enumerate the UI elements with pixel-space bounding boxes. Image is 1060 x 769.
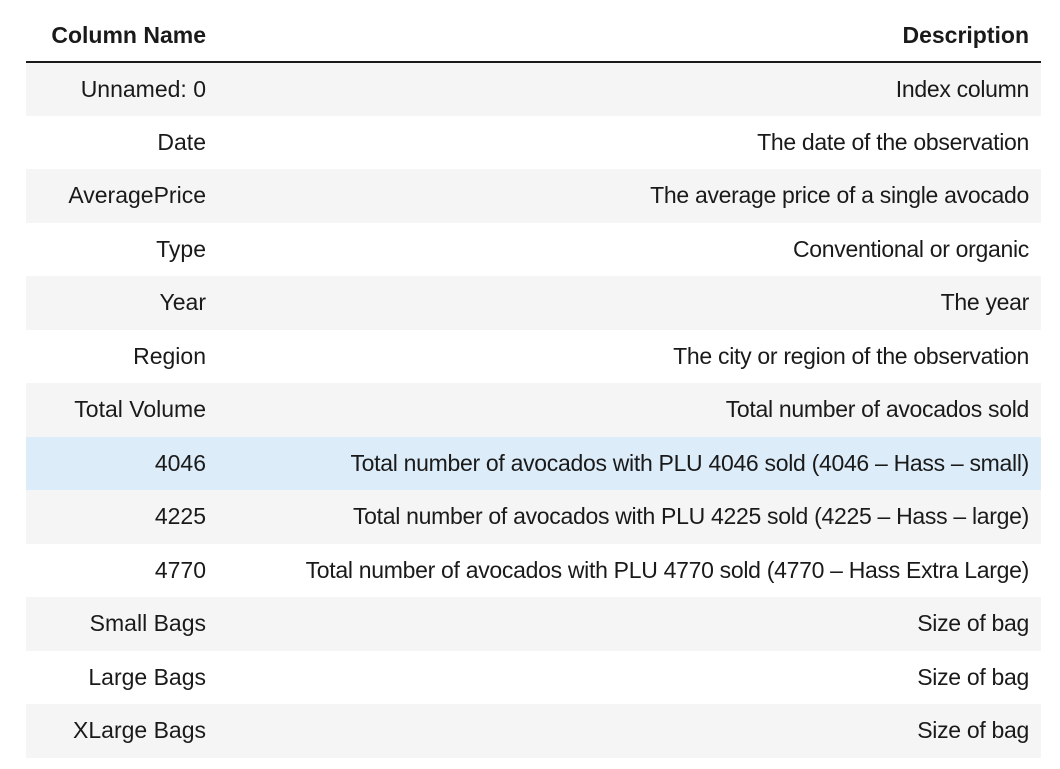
table-row[interactable]: Year The year: [26, 276, 1041, 330]
table-row[interactable]: Type Conventional or organic: [26, 222, 1041, 276]
cell-column-name: XLarge Bags: [26, 704, 218, 758]
cell-column-name: Unnamed: 0: [26, 62, 218, 116]
cell-description: Index column: [218, 62, 1041, 116]
cell-column-name: Total Volume: [26, 383, 218, 437]
header-column-name[interactable]: Column Name: [26, 10, 218, 63]
header-row: Column Name Description: [26, 10, 1041, 63]
table-row[interactable]: 4046 Total number of avocados with PLU 40…: [26, 436, 1041, 490]
table-row[interactable]: Unnamed: 0 Index column: [26, 62, 1041, 116]
cell-column-name: Date: [26, 115, 218, 169]
column-description-table: Column Name Description Unnamed: 0 Index …: [26, 10, 1041, 758]
cell-description: The city or region of the observation: [218, 329, 1041, 383]
cell-column-name: Region: [26, 329, 218, 383]
cell-column-name: 4225: [26, 490, 218, 544]
cell-column-name: Type: [26, 222, 218, 276]
cell-description: The average price of a single avocado: [218, 169, 1041, 223]
table-row[interactable]: AveragePrice The average price of a singl…: [26, 169, 1041, 223]
cell-description: The date of the observation: [218, 115, 1041, 169]
cell-description: Size of bag: [218, 650, 1041, 704]
column-description-table-container: Column Name Description Unnamed: 0 Index …: [26, 10, 1041, 758]
table-row[interactable]: Large Bags Size of bag: [26, 650, 1041, 704]
table-row[interactable]: Small Bags Size of bag: [26, 597, 1041, 651]
cell-description: Size of bag: [218, 704, 1041, 758]
header-description[interactable]: Description: [218, 10, 1041, 63]
cell-column-name: AveragePrice: [26, 169, 218, 223]
table-row[interactable]: 4770 Total number of avocados with PLU 47…: [26, 543, 1041, 597]
cell-description: Total number of avocados with PLU 4770 s…: [218, 543, 1041, 597]
table-row[interactable]: Region The city or region of the observat…: [26, 329, 1041, 383]
cell-description: Total number of avocados with PLU 4046 s…: [218, 436, 1041, 490]
cell-description: Conventional or organic: [218, 222, 1041, 276]
cell-description: Size of bag: [218, 597, 1041, 651]
table-row[interactable]: Total Volume Total number of avocados sol…: [26, 383, 1041, 437]
cell-description: Total number of avocados with PLU 4225 s…: [218, 490, 1041, 544]
cell-column-name: 4770: [26, 543, 218, 597]
table-body: Unnamed: 0 Index column Date The date of th…: [26, 62, 1041, 758]
cell-description: The year: [218, 276, 1041, 330]
table-row[interactable]: 4225 Total number of avocados with PLU 42…: [26, 490, 1041, 544]
cell-column-name: 4046: [26, 436, 218, 490]
table-row[interactable]: XLarge Bags Size of bag: [26, 704, 1041, 758]
cell-column-name: Small Bags: [26, 597, 218, 651]
cell-column-name: Large Bags: [26, 650, 218, 704]
cell-column-name: Year: [26, 276, 218, 330]
table-header: Column Name Description: [26, 10, 1041, 63]
table-row[interactable]: Date The date of the observation: [26, 115, 1041, 169]
cell-description: Total number of avocados sold: [218, 383, 1041, 437]
